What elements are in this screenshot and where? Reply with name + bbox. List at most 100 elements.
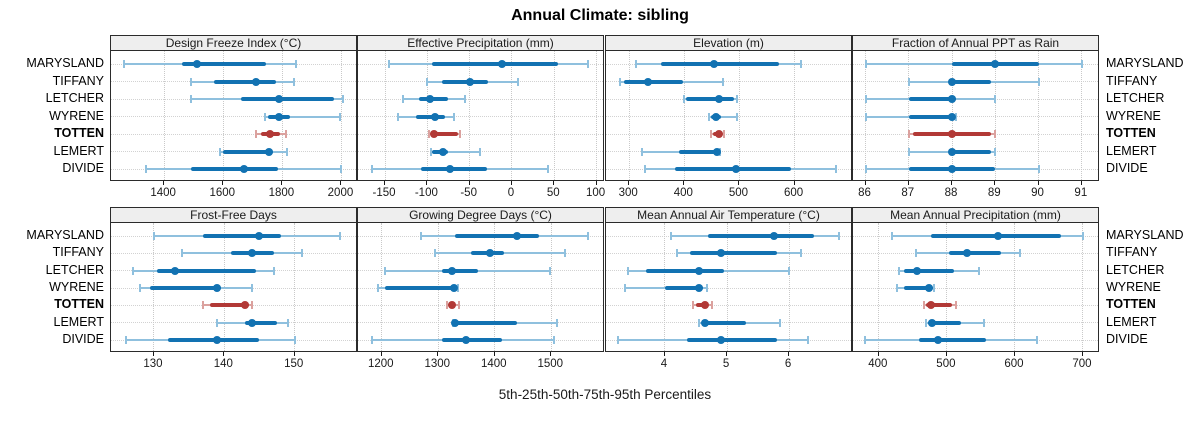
whisker-cap [955,301,958,310]
x-tick-label: 1200 [367,358,394,370]
x-axis-caption: 5th-25th-50th-75th-95th Percentiles [498,387,712,402]
grid-v [384,51,386,180]
panel-plot [852,222,1099,352]
whisker-cap [202,301,205,310]
median-dot [446,165,455,173]
median-dot [430,130,439,138]
grid-v [1038,51,1040,180]
station-label-right: LETCHER [1106,91,1165,105]
iqr-bar [664,286,704,290]
whisker-cap [994,147,997,156]
median-dot [710,60,719,68]
whisker-cap [800,249,803,258]
whisker-cap [708,112,711,121]
whisker-cap [420,232,423,240]
x-tick [951,181,953,185]
whisker-cap [446,301,449,310]
panel-header: Design Freeze Index (°C) [110,35,357,50]
x-tick [340,181,342,185]
x-tick [1081,352,1083,356]
iqr-bar [908,114,955,119]
station-label-right: LETCHER [1106,262,1165,277]
whisker-cap [994,130,997,138]
station-label-right: TOTTEN [1106,297,1156,312]
whisker-cap [898,266,901,275]
x-tick [683,181,685,185]
iqr-bar [661,62,779,66]
x-tick-label: 1300 [424,358,451,370]
grid-v [596,51,598,180]
grid-v [553,51,555,180]
grid-v [738,51,740,180]
iqr-bar [646,268,724,273]
whisker-cap [915,249,918,258]
whisker-cap [837,232,840,240]
iqr-bar [689,251,777,256]
median-dot [715,95,724,103]
median-dot [912,266,921,275]
iqr-bar [926,303,953,308]
x-tick-label: 1600 [209,187,236,199]
whisker-cap [293,336,296,344]
whisker-cap [676,249,679,258]
whisker-cap [428,130,431,138]
whisker-cap [251,301,254,310]
median-dot [274,112,283,121]
whisker-cap [806,336,809,344]
iqr-bar [181,62,267,66]
grid-h [111,116,356,117]
x-tick [384,181,386,185]
panel-plot [110,222,357,352]
grid-v [494,223,496,351]
whisker-cap [340,165,343,173]
x-tick-label: 89 [987,187,1001,199]
grid-v [788,223,790,351]
panel-header: Mean Annual Air Temperature (°C) [605,207,852,222]
panel-plot [605,222,852,352]
x-tick [281,181,283,185]
whisker-cap [618,77,621,86]
x-tick [222,181,224,185]
x-tick [223,352,225,356]
station-label-right: TIFFANY [1106,245,1158,260]
grid-h [358,116,603,117]
whisker-cap [864,112,867,121]
x-tick [994,181,996,185]
iqr-bar [241,97,335,101]
whisker-cap [131,266,134,275]
whisker-cap [1018,249,1021,258]
grid-v [683,51,685,180]
whisker-cap [145,165,148,173]
whisker-line [709,115,737,118]
grid-h [358,304,603,306]
median-dot [695,266,704,275]
whisker-cap [478,147,481,156]
x-tick-label: 6 [784,358,792,370]
x-tick-label: 140 [213,358,233,370]
median-dot [213,336,222,344]
whisker-cap [255,130,258,138]
median-dot [461,336,470,344]
whisker-cap [388,60,391,68]
station-label-right: DIVIDE [1106,332,1148,346]
whisker-cap [778,318,781,327]
whisker-cap [788,266,791,275]
x-tick-label: 1500 [537,358,564,370]
whisker-cap [458,130,461,138]
station-label-left: WYRENE [49,108,104,123]
x-tick-label: -100 [414,187,438,199]
grid-h [606,304,851,306]
median-dot [486,249,495,258]
median-dot [701,318,710,327]
iqr-bar [421,167,488,171]
median-dot [255,232,264,240]
iqr-bar [441,79,489,84]
whisker-cap [623,284,626,292]
iqr-bar [190,167,278,171]
whisker-cap [216,318,219,327]
whisker-cap [1081,232,1084,240]
x-tick-label: 100 [585,187,606,199]
grid-v [628,51,630,180]
whisker-cap [284,130,287,138]
whisker-cap [294,60,297,68]
